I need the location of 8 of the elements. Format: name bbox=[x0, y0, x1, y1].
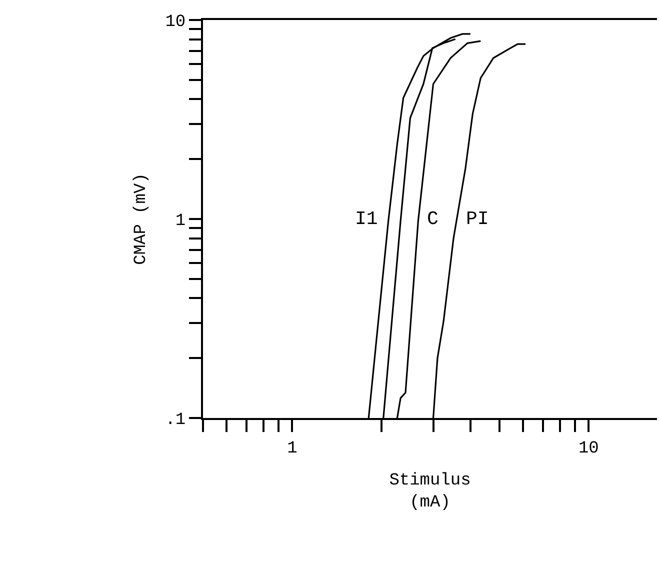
annotation: C bbox=[427, 208, 438, 230]
y-tick-label: .1 bbox=[165, 410, 186, 430]
annotation: I1 bbox=[355, 208, 378, 230]
y-tick-label: 1 bbox=[175, 212, 186, 231]
annotation: PI bbox=[466, 208, 489, 230]
y-tick-label: 10 bbox=[165, 12, 186, 32]
y-axis-title: CMAP (mV) bbox=[132, 173, 152, 265]
x-axis-title: Stimulus (mA) bbox=[389, 471, 471, 512]
